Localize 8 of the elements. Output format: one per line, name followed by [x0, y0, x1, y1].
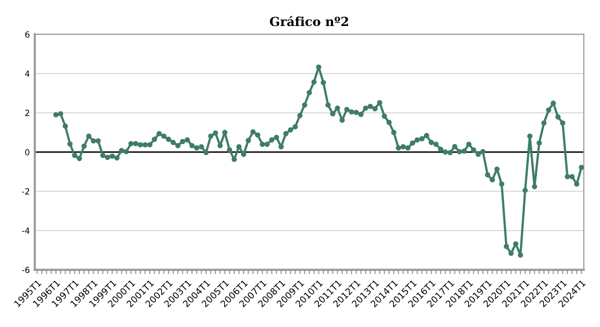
- y-tick-label: -2: [22, 188, 30, 194]
- y-tick-label: -6: [22, 266, 30, 274]
- y-tick-label: 2: [25, 110, 30, 116]
- y-tick-label: 0: [25, 149, 30, 156]
- y-tick-label: 6: [25, 31, 30, 38]
- y-tick-label: -4: [22, 228, 30, 234]
- y-tick-label: 4: [25, 70, 30, 77]
- chart-title: Gráfico nº2: [270, 16, 348, 26]
